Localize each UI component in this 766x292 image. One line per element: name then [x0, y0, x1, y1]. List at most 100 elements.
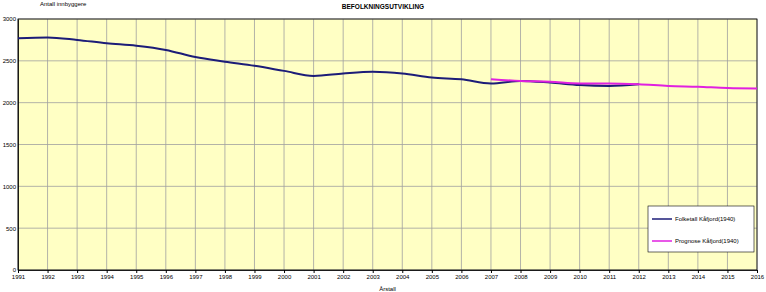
- x-tick-label: 2006: [455, 274, 469, 280]
- x-tick-mark: [432, 270, 433, 273]
- plot-frame: [18, 19, 757, 270]
- x-tick-mark: [195, 270, 196, 273]
- grid: [18, 19, 757, 270]
- x-tick-label: 1993: [71, 274, 85, 280]
- x-tick-label: 2012: [633, 274, 647, 280]
- x-tick: 1995: [130, 270, 144, 280]
- chart-container: 1991199219931994199519961997199819992000…: [0, 0, 766, 292]
- legend-swatch: [652, 240, 672, 242]
- x-tick-mark: [373, 270, 374, 273]
- x-tick-mark: [314, 270, 315, 273]
- y-axis: 0 500 1000 1500 2000 2500 3000: [3, 16, 19, 273]
- x-tick: 2010: [573, 270, 587, 280]
- legend: Folketall Kåfjord(1940) Prognose Kåfjord(…: [648, 206, 754, 252]
- x-tick-mark: [639, 270, 640, 273]
- plot: 1991199219931994199519961997199819992000…: [3, 16, 765, 280]
- x-tick: 1993: [71, 270, 85, 280]
- x-tick-mark: [48, 270, 49, 273]
- x-tick-mark: [609, 270, 610, 273]
- x-tick-label: 2007: [485, 274, 499, 280]
- x-tick-mark: [77, 270, 78, 273]
- x-tick: 1998: [219, 270, 233, 280]
- y-tick-label: 1000: [3, 184, 17, 190]
- x-tick: 2005: [426, 270, 440, 280]
- y-tick-label: 3000: [3, 16, 17, 22]
- x-tick-mark: [727, 270, 728, 273]
- series-group: [18, 37, 757, 88]
- x-tick-label: 1995: [130, 274, 144, 280]
- grid-line-y: [18, 228, 757, 229]
- x-axis-title: Årstall: [379, 286, 396, 292]
- x-tick: 2001: [307, 270, 321, 280]
- y-axis-title: Antall innbyggere: [40, 1, 87, 7]
- x-tick-label: 2014: [692, 274, 706, 280]
- y-axis-line: [18, 20, 19, 271]
- grid-line-y: [18, 144, 757, 145]
- x-tick-mark: [166, 270, 167, 273]
- x-tick-mark: [402, 270, 403, 273]
- x-axis-line: [19, 271, 758, 274]
- x-tick-label: 2016: [751, 274, 765, 280]
- y-tick-label: 2500: [3, 58, 17, 64]
- x-tick-mark: [550, 270, 551, 273]
- legend-label: Folketall Kåfjord(1940): [675, 216, 735, 222]
- x-tick-label: 2009: [544, 274, 558, 280]
- x-tick-mark: [757, 270, 758, 273]
- x-tick: 2013: [662, 270, 676, 280]
- y-tick: 3000: [3, 16, 18, 22]
- x-tick: 2016: [751, 270, 765, 280]
- x-tick-label: 2010: [573, 274, 587, 280]
- x-tick: 2002: [337, 270, 351, 280]
- x-tick-label: 2002: [337, 274, 351, 280]
- x-tick-mark: [491, 270, 492, 273]
- x-tick-label: 1996: [160, 274, 174, 280]
- grid-line-y: [18, 186, 757, 187]
- x-tick-mark: [461, 270, 462, 273]
- y-tick: 2000: [3, 100, 18, 106]
- x-tick-mark: [254, 270, 255, 273]
- x-tick: 2015: [721, 270, 735, 280]
- x-tick-mark: [580, 270, 581, 273]
- x-tick-label: 2004: [396, 274, 410, 280]
- y-tick: 500: [6, 226, 18, 232]
- x-tick-label: 2011: [603, 274, 617, 280]
- x-tick-mark: [107, 270, 108, 273]
- y-tick-label: 1500: [3, 142, 17, 148]
- x-tick-label: 2008: [514, 274, 528, 280]
- x-tick-label: 1998: [219, 274, 233, 280]
- x-tick: 1996: [160, 270, 174, 280]
- grid-line-y: [18, 102, 757, 103]
- series-line: [491, 79, 757, 88]
- x-tick: 2012: [633, 270, 647, 280]
- x-tick-mark: [698, 270, 699, 273]
- x-tick-mark: [343, 270, 344, 273]
- x-tick-mark: [668, 270, 669, 273]
- x-tick: 2009: [544, 270, 558, 280]
- x-axis: 1991199219931994199519961997199819992000…: [12, 270, 765, 280]
- x-tick: 1992: [41, 270, 55, 280]
- y-tick: 0: [13, 267, 18, 273]
- x-tick-label: 2015: [721, 274, 735, 280]
- x-tick: 2014: [692, 270, 706, 280]
- x-tick-mark: [136, 270, 137, 273]
- x-tick: 2004: [396, 270, 410, 280]
- y-tick: 1000: [3, 184, 18, 190]
- y-tick: 1500: [3, 142, 18, 148]
- grid-line-y: [18, 60, 757, 61]
- legend-swatch: [652, 218, 672, 220]
- legend-item: Folketall Kåfjord(1940): [652, 216, 735, 222]
- x-tick: 1999: [248, 270, 262, 280]
- chart-svg: 1991199219931994199519961997199819992000…: [0, 0, 766, 292]
- legend-label: Prognose Kåfjord(1940): [675, 238, 739, 244]
- x-tick: 2011: [603, 270, 617, 280]
- legend-box: [648, 206, 754, 252]
- x-tick-label: 1997: [189, 274, 203, 280]
- x-tick: 1997: [189, 270, 203, 280]
- x-tick: 1994: [101, 270, 115, 280]
- x-tick-label: 2005: [426, 274, 440, 280]
- x-tick-label: 2000: [278, 274, 292, 280]
- x-tick-mark: [521, 270, 522, 273]
- y-tick-label: 500: [6, 226, 17, 232]
- y-tick-label: 2000: [3, 100, 17, 106]
- x-tick-label: 1994: [101, 274, 115, 280]
